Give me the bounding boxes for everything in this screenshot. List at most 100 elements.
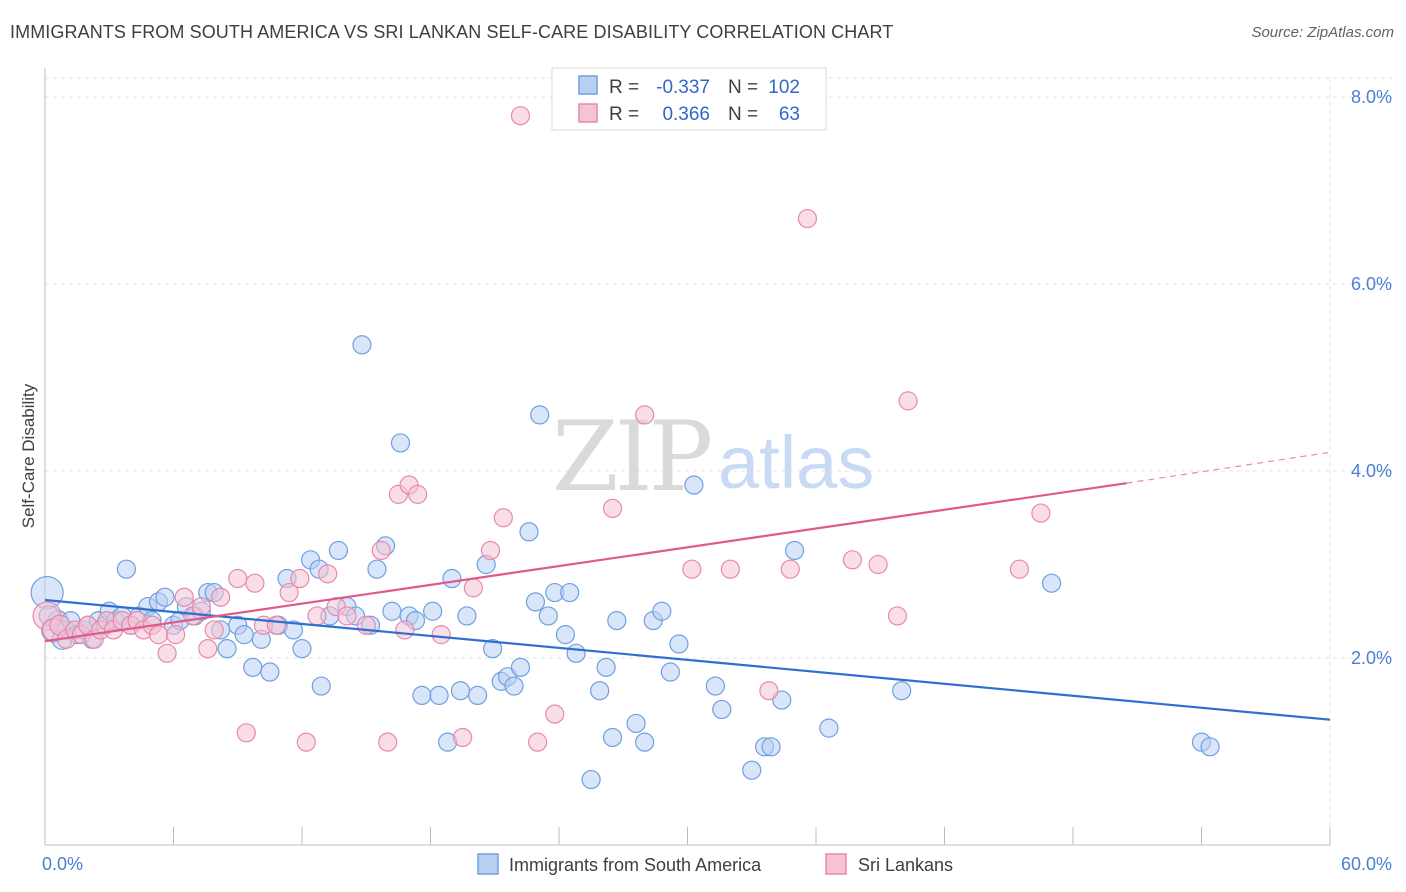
point-sri-lankan bbox=[635, 405, 655, 425]
point-south-america bbox=[504, 676, 524, 696]
source-label: Source: ZipAtlas.com bbox=[1251, 24, 1394, 41]
y-tick-label: 2.0% bbox=[1351, 648, 1392, 668]
point-sri-lankan bbox=[166, 625, 186, 645]
point-south-america bbox=[217, 639, 237, 659]
point-south-america bbox=[596, 657, 616, 677]
point-south-america bbox=[525, 592, 546, 612]
point-south-america bbox=[581, 769, 601, 790]
point-south-america bbox=[442, 568, 462, 589]
point-sri-lankan bbox=[431, 625, 451, 645]
point-south-america bbox=[457, 606, 477, 626]
point-south-america bbox=[328, 540, 349, 561]
point-sri-lankan bbox=[898, 391, 918, 411]
y-tick-label: 6.0% bbox=[1351, 274, 1392, 294]
point-sri-lankan bbox=[148, 625, 169, 645]
watermark-zip: ZIP bbox=[552, 401, 711, 513]
point-sri-lankan bbox=[198, 639, 218, 659]
point-south-america bbox=[519, 522, 539, 542]
x-tick-label-min: 0.0% bbox=[42, 854, 83, 874]
point-sri-lankan bbox=[228, 568, 248, 589]
point-sri-lankan bbox=[337, 606, 357, 626]
point-sri-lankan bbox=[797, 208, 818, 229]
point-sri-lankan bbox=[174, 587, 194, 607]
point-south-america bbox=[510, 657, 531, 677]
point-south-america bbox=[292, 639, 312, 659]
point-sri-lankan bbox=[204, 620, 224, 640]
point-south-america bbox=[560, 582, 580, 603]
point-south-america bbox=[669, 634, 689, 654]
point-south-america bbox=[761, 737, 781, 757]
y-tick-label: 4.0% bbox=[1351, 461, 1392, 481]
point-south-america bbox=[116, 559, 136, 579]
point-south-america bbox=[243, 657, 263, 677]
legend-r-value-2: 0.366 bbox=[662, 104, 710, 125]
point-south-america bbox=[819, 718, 839, 738]
legend-swatch-blue bbox=[578, 75, 598, 95]
point-south-america bbox=[352, 335, 372, 355]
point-sri-lankan bbox=[318, 564, 338, 584]
point-sri-lankan bbox=[279, 582, 299, 603]
point-south-america bbox=[772, 690, 792, 710]
point-south-america bbox=[260, 662, 280, 682]
point-sri-lankan bbox=[157, 643, 177, 663]
point-sri-lankan bbox=[296, 732, 316, 752]
point-sri-lankan bbox=[682, 559, 702, 579]
trend-lines bbox=[44, 451, 1331, 721]
point-south-america bbox=[538, 606, 558, 626]
y-axis-title: Self-Care Disability bbox=[19, 383, 38, 528]
point-south-america bbox=[234, 625, 254, 645]
point-south-america bbox=[382, 601, 402, 621]
axes bbox=[44, 68, 1331, 846]
point-south-america bbox=[1200, 737, 1220, 757]
point-south-america bbox=[712, 699, 732, 720]
point-sri-lankan bbox=[527, 732, 548, 752]
point-sri-lankan bbox=[463, 578, 483, 598]
point-south-america bbox=[742, 760, 762, 780]
point-south-america bbox=[602, 727, 623, 748]
watermark: ZIP atlas bbox=[552, 401, 874, 513]
legend-bottom-swatch-pink bbox=[825, 853, 847, 875]
legend-n-value-1: 102 bbox=[768, 77, 800, 98]
point-sri-lankan bbox=[1031, 503, 1051, 523]
point-sri-lankan bbox=[378, 732, 398, 752]
chart-title: IMMIGRANTS FROM SOUTH AMERICA VS SRI LAN… bbox=[10, 22, 894, 42]
point-south-america bbox=[626, 713, 646, 734]
tick-labels: 2.0% 4.0% 6.0% 8.0% 0.0% 60.0% bbox=[42, 87, 1392, 874]
legend-bottom: Immigrants from South America Sri Lankan… bbox=[477, 853, 953, 875]
point-south-america bbox=[423, 601, 443, 621]
point-sri-lankan bbox=[842, 550, 863, 570]
point-sri-lankan bbox=[545, 704, 565, 724]
trend-line-sri-lankan-extension bbox=[1126, 451, 1331, 484]
point-sri-lankan bbox=[1009, 559, 1030, 579]
point-south-america bbox=[652, 601, 672, 621]
point-south-america bbox=[367, 559, 387, 579]
x-tick-label-max: 60.0% bbox=[1341, 854, 1392, 874]
point-sri-lankan bbox=[408, 484, 428, 504]
point-south-america bbox=[530, 405, 550, 425]
point-sri-lankan bbox=[887, 606, 907, 626]
legend-bottom-label-1: Immigrants from South America bbox=[509, 855, 762, 875]
legend-r-label-2: R = bbox=[609, 104, 639, 125]
point-south-america bbox=[429, 685, 449, 706]
point-sri-lankan bbox=[453, 727, 473, 748]
legend-r-label-1: R = bbox=[609, 77, 639, 98]
point-south-america bbox=[155, 587, 175, 607]
point-south-america bbox=[635, 732, 655, 752]
point-sri-lankan bbox=[245, 573, 265, 593]
point-south-america bbox=[566, 643, 586, 663]
point-south-america bbox=[450, 681, 471, 701]
legend-n-label-2: N = bbox=[728, 104, 758, 125]
point-south-america bbox=[1041, 573, 1062, 593]
point-south-america bbox=[607, 610, 627, 631]
point-south-america bbox=[705, 676, 725, 696]
point-south-america bbox=[660, 662, 680, 682]
point-sri-lankan bbox=[211, 587, 231, 607]
point-sri-lankan bbox=[307, 606, 327, 626]
legend-r-value-1: -0.337 bbox=[656, 77, 710, 98]
point-sri-lankan bbox=[510, 106, 531, 126]
point-sri-lankan bbox=[780, 559, 800, 579]
point-sri-lankan bbox=[602, 498, 623, 518]
point-south-america bbox=[892, 681, 912, 701]
point-south-america bbox=[784, 540, 805, 561]
